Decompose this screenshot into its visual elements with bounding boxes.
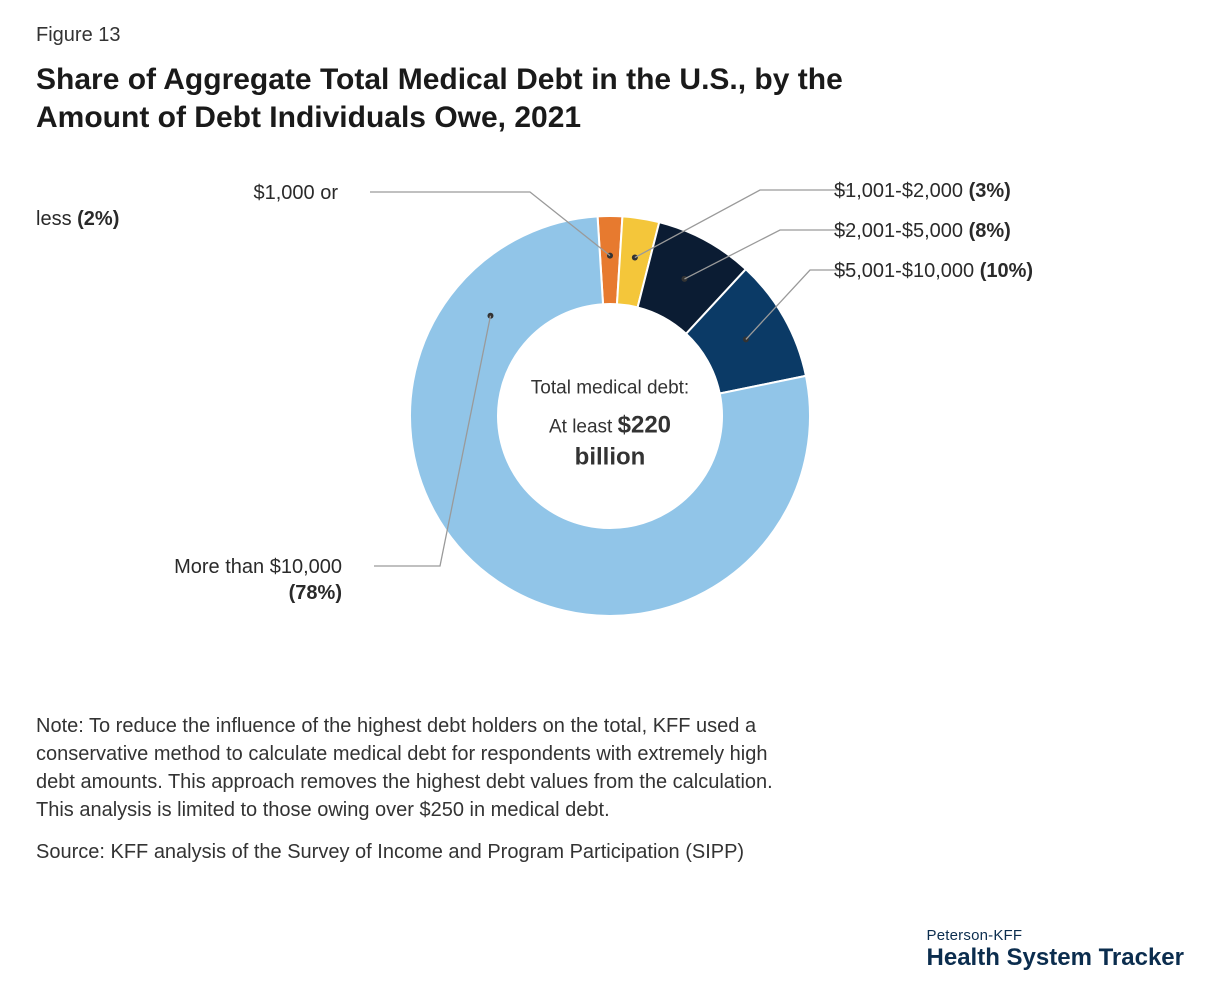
callout-0-label-b: less <box>36 208 72 230</box>
callout-0-pct: (2%) <box>77 208 119 230</box>
callout-0-label-a: $1,000 or <box>253 182 338 204</box>
chart-title: Share of Aggregate Total Medical Debt in… <box>36 61 936 136</box>
callout-slice-1: $1,001-$2,000 (3%) <box>834 178 1011 204</box>
brand-top: Peterson-KFF <box>927 927 1184 944</box>
callout-3-pct: (10%) <box>980 260 1033 282</box>
center-label-top: Total medical debt: <box>500 378 720 400</box>
chart-source: Source: KFF analysis of the Survey of In… <box>36 838 776 866</box>
center-amount: $220 <box>618 412 671 439</box>
donut-center-label: Total medical debt: At least $220 billio… <box>500 378 720 475</box>
brand-logo: Peterson-KFF Health System Tracker <box>927 927 1184 972</box>
callout-1-label: $1,001-$2,000 <box>834 180 963 202</box>
center-label-main: At least $220 billion <box>500 410 720 475</box>
callout-1-pct: (3%) <box>969 180 1011 202</box>
callout-slice-3: $5,001-$10,000 (10%) <box>834 258 1033 284</box>
chart-note: Note: To reduce the influence of the hig… <box>36 712 776 824</box>
callout-4-label: More than $10,000 <box>112 554 342 580</box>
callout-2-pct: (8%) <box>969 220 1011 242</box>
callout-slice-2: $2,001-$5,000 (8%) <box>834 218 1011 244</box>
center-prefix: At least <box>549 417 612 438</box>
chart-area: Total medical debt: At least $220 billio… <box>36 156 1184 696</box>
figure-number: Figure 13 <box>36 24 1184 47</box>
callout-slice-0a: $1,000 or <box>168 180 338 206</box>
callout-slice-4: More than $10,000 (78%) <box>112 554 342 606</box>
callout-2-label: $2,001-$5,000 <box>834 220 963 242</box>
center-unit: billion <box>500 442 720 474</box>
callout-4-pct: (78%) <box>112 580 342 606</box>
callout-3-label: $5,001-$10,000 <box>834 260 974 282</box>
brand-main: Health System Tracker <box>927 944 1184 972</box>
callout-slice-0b: less (2%) <box>36 206 119 232</box>
